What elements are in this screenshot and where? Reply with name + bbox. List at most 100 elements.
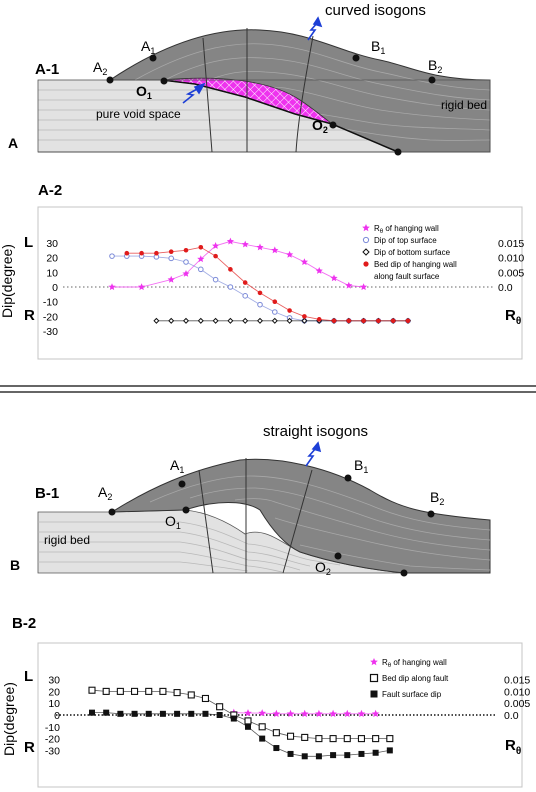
b2-point-s2-18 [344,752,351,759]
label-b-b1: B1 [354,457,368,475]
b2-point-s1-21 [386,735,394,743]
point-b-b2 [427,510,435,518]
a2-point-s0-3 [182,270,190,277]
b2-point-s2-14 [287,750,294,757]
b2-ytick-left-1: 20 [48,686,60,698]
b2-legend-text-1: Bed dip along fault [382,674,449,683]
a2-point-s2-6 [242,317,249,324]
a2-ytick-left-4: -10 [43,297,58,309]
chart-a2-side-bottom: R [24,307,35,324]
a2-point-s0-7 [241,240,249,248]
a2-point-s1-0 [109,253,115,259]
a2-point-s0-12 [315,267,323,274]
chart-b2-ylabel: Dip(degree) [1,682,17,756]
b2-point-s0-9 [357,709,366,718]
hanging-wall-b [110,458,491,574]
point-labels-a: A2 A1 B1 B2 O1 O2 [93,38,442,135]
points-b [108,474,435,577]
point-o2 [329,121,337,129]
caption-a: curved isogons [325,2,426,19]
hanging-wall-layers-a [134,43,491,141]
a2-point-s3-2 [154,250,159,256]
a2-point-s3-3 [168,249,174,255]
chart-a2-frame [37,206,523,360]
b2-point-s1-17 [329,735,337,743]
b2-point-s1-6 [173,689,181,697]
chart-b2-side-bottom: R [24,739,35,756]
b2-ytick-left-0: 30 [48,675,60,687]
label-a2: A2 [93,59,107,77]
a2-point-s0-4 [197,255,205,263]
chart-a2-yticks-right: 0.015 0.010 0.005 0.0 [498,238,524,294]
b2-legend-marker-2 [370,690,378,698]
b2-point-s2-17 [330,752,337,759]
b2-point-s2-16 [315,753,322,760]
caption-b: straight isogons [263,423,368,440]
a2-point-s0-15 [360,283,368,291]
b2-point-s1-2 [116,687,124,695]
a2-point-s2-5 [227,317,234,324]
b2-point-s0-4 [286,709,295,718]
a2-point-s3-15 [346,318,352,324]
b2-point-s1-1 [102,687,110,695]
a2-point-s3-13 [316,317,322,322]
a2-point-s2-10 [301,317,308,324]
chart-b2-side-top: L [24,668,33,685]
a2-point-s2-9 [286,317,293,324]
b2-ytick-left-5: -20 [45,734,60,746]
b2-point-s0-8 [343,709,352,718]
rigid-bed-outline-a [37,79,491,153]
b2-series-line-1 [91,689,390,739]
label-b1: B1 [371,38,385,56]
b2-point-s1-7 [187,691,195,699]
arrow-curved-isogons [307,21,319,41]
b2-ytick-right-1: 0.010 [504,686,530,698]
a2-point-s1-10 [257,301,263,308]
a2-point-s0-9 [271,246,279,254]
label-a1: A1 [141,38,155,56]
a2-point-s0-11 [300,258,308,266]
a2-legend-marker-2 [362,248,370,256]
chart-b2-right-label: Rθ [505,737,521,757]
b2-point-s2-9 [216,712,223,718]
a2-point-s2-0 [153,317,160,324]
a2-point-s3-6 [213,253,218,259]
b2-point-s1-12 [258,723,266,731]
a2-point-s1-9 [242,293,248,299]
point-b-b1 [344,474,352,482]
a2-ytick-right-3: 0.0 [498,282,513,294]
b2-point-s1-3 [130,687,139,695]
b2-point-s1-19 [357,735,366,743]
b2-point-s2-10 [230,715,237,722]
a2-point-s0-13 [330,274,338,282]
b2-point-s2-12 [259,735,266,742]
a2-point-s2-8 [271,317,278,324]
b2-point-s0-5 [300,709,309,718]
a2-point-s0-10 [286,250,294,258]
a2-point-s3-7 [228,267,233,272]
point-end-a [394,148,402,156]
b2-point-s1-14 [286,732,295,740]
a2-legend-marker-1 [362,236,370,244]
label-b-a1: A1 [170,457,184,475]
b2-point-s0-1 [244,709,252,717]
a2-point-s3-19 [405,318,411,324]
b2-point-s1-20 [372,735,380,743]
a2-point-s3-12 [302,314,307,319]
b2-point-s2-8 [202,710,209,717]
points-a [106,54,436,156]
a2-series-line-3 [126,246,408,322]
point-b-a2 [108,508,116,516]
b2-legend-text-2: Fault surface dip [382,690,442,699]
b2-series-line-2 [92,712,390,757]
chart-a2-title: A-2 [38,182,62,199]
a2-ytick-left-2: 10 [46,267,58,279]
chart-a2: A-2 Dip(degree) L R Rθ 3020100-10-20-30 … [0,182,524,360]
isogons-b [198,458,313,574]
b2-legend-marker-1 [369,673,379,683]
b2-point-s2-1 [103,709,110,716]
b2-ytick-left-3: 0 [54,710,60,722]
a2-ytick-right-1: 0.010 [498,253,524,265]
label-o1: O1 [136,83,152,101]
